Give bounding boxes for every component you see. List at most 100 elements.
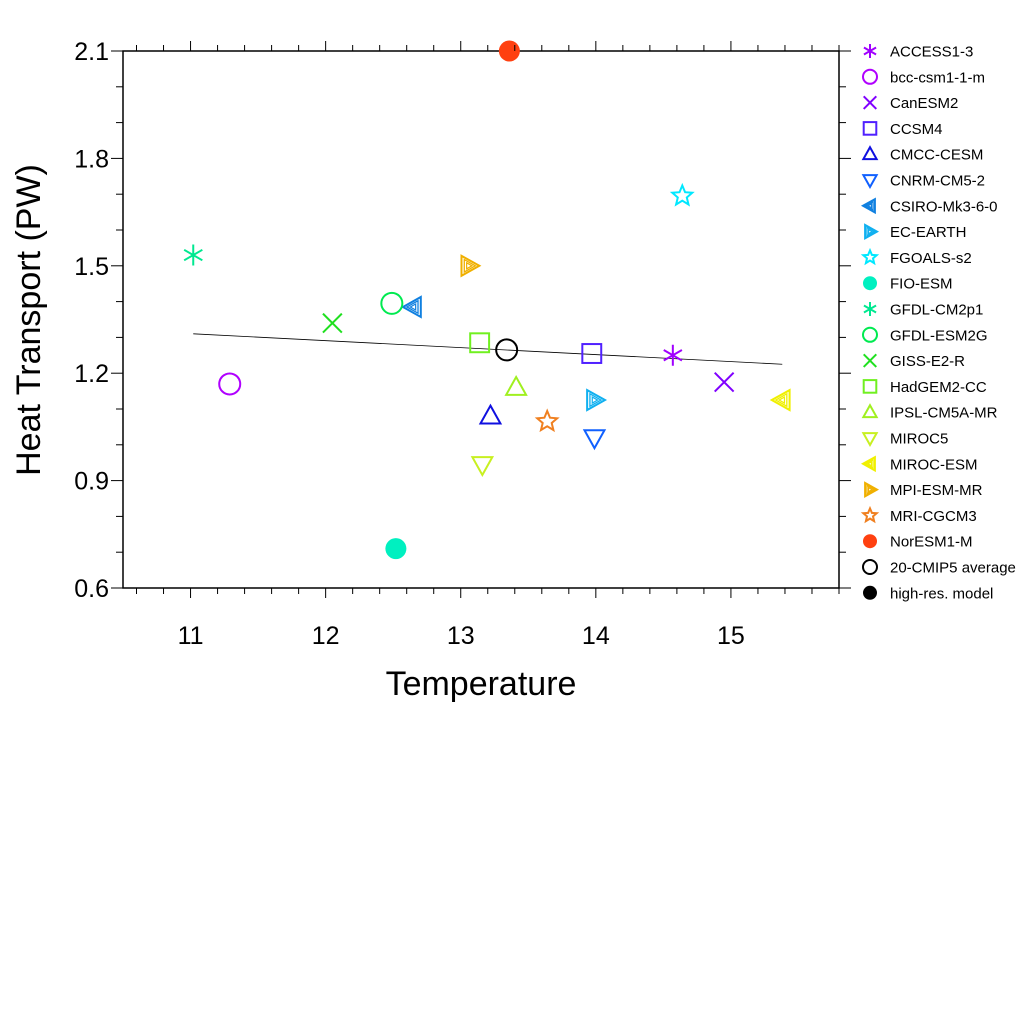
- data-point: [714, 371, 735, 393]
- legend-label: 20-CMIP5 average: [890, 560, 1016, 577]
- y-axis-title: Heat Transport (PW): [10, 164, 48, 476]
- legend-marker: [861, 403, 879, 419]
- marker-x: [862, 353, 878, 368]
- legend-label: GFDL-ESM2G: [890, 327, 988, 344]
- data-point: [504, 374, 528, 396]
- data-point: [218, 372, 242, 396]
- marker-triangle-inner: [774, 392, 788, 408]
- data-point: [663, 344, 683, 366]
- x-tick-label: 14: [582, 622, 610, 650]
- x-tick-label: 15: [717, 622, 745, 650]
- marker-circle: [862, 559, 878, 575]
- y-tick-label: 2.1: [74, 38, 109, 66]
- legend-label: CanESM2: [890, 95, 958, 112]
- legend-item: MIROC5: [861, 431, 948, 448]
- marker-asterisk: [183, 244, 203, 266]
- legend-label: MRI-CGCM3: [890, 508, 977, 525]
- legend-marker: [864, 481, 880, 498]
- marker-triangle-inner: [866, 226, 876, 237]
- marker-triangle-inner: [866, 484, 876, 495]
- legend-item: CNRM-CM5-2: [861, 173, 985, 190]
- legend-item: CSIRO-Mk3-6-0: [860, 197, 998, 215]
- marker-triangle-inner: [864, 458, 874, 470]
- legend-marker: [862, 121, 878, 136]
- marker-star: [860, 505, 880, 524]
- marker-circle: [862, 326, 878, 343]
- marker-triangle: [861, 145, 879, 161]
- data-point: [586, 388, 608, 412]
- legend-item: NorESM1-M: [863, 534, 973, 551]
- legend-item: CMCC-CESM: [861, 145, 983, 164]
- legend-item: ACCESS1-3: [863, 44, 973, 61]
- legend-label: bcc-csm1-1-m: [890, 69, 985, 86]
- y-tick-label: 1.5: [74, 253, 109, 281]
- marker-square: [862, 121, 878, 136]
- legend-item: FGOALS-s2: [860, 247, 972, 267]
- legend-item: CanESM2: [862, 95, 958, 112]
- marker-filled-circle: [863, 534, 877, 549]
- marker-asterisk: [663, 344, 683, 366]
- marker-star: [669, 182, 695, 207]
- y-tick-label: 0.9: [74, 468, 109, 496]
- marker-triangle-core: [866, 202, 873, 209]
- marker-triangle-inner: [864, 200, 874, 212]
- marker-triangle: [582, 429, 607, 451]
- marker-filled-circle: [863, 276, 877, 291]
- x-tick-label: 13: [447, 622, 475, 650]
- x-tick-label: 12: [312, 622, 340, 650]
- legend-label: CCSM4: [890, 121, 943, 138]
- data-point: [322, 312, 343, 334]
- legend-marker: [863, 44, 877, 58]
- legend-label: MIROC5: [890, 431, 948, 448]
- data-point: [582, 429, 607, 451]
- legend: ACCESS1-3 bcc-csm1-1-m CanESM2 CCSM4 CMCC-CE…: [860, 44, 1016, 602]
- data-point: [669, 182, 695, 207]
- legend-marker: [860, 197, 876, 215]
- legend-marker: [863, 302, 877, 316]
- legend-item: IPSL-CM5A-MR: [861, 403, 998, 422]
- marker-filled-circle: [385, 538, 407, 560]
- marker-filled-circle: [498, 40, 520, 62]
- legend-label: CMCC-CESM: [890, 147, 983, 164]
- legend-marker: [863, 585, 877, 600]
- plot-frame: [122, 50, 840, 589]
- plot-border: [122, 50, 840, 589]
- marker-x: [862, 95, 878, 110]
- data-point: [498, 40, 520, 62]
- marker-triangle-core: [409, 302, 417, 311]
- data-point: [470, 456, 495, 478]
- marker-triangle-inner: [589, 392, 603, 408]
- legend-marker: [862, 326, 878, 343]
- data-point: [581, 343, 603, 364]
- legend-marker: [863, 534, 877, 549]
- legend-marker: [860, 455, 876, 473]
- marker-triangle: [864, 223, 880, 240]
- legend-marker: [861, 145, 879, 161]
- y-axis-ticks: 0.6 0.9 1.2 1.5 1.8 2.1: [74, 38, 851, 603]
- marker-triangle: [586, 388, 608, 412]
- legend-item: MPI-ESM-MR: [864, 481, 983, 499]
- marker-square: [862, 379, 878, 394]
- y-tick-label: 0.6: [74, 575, 109, 603]
- legend-marker: [862, 379, 878, 394]
- legend-marker: [864, 223, 880, 240]
- legend-label: FGOALS-s2: [890, 250, 972, 267]
- data-point: [460, 254, 482, 278]
- data-point: [495, 338, 519, 362]
- data-point: [769, 388, 791, 412]
- marker-triangle: [769, 388, 791, 412]
- data-point: [380, 291, 404, 315]
- data-point: [534, 408, 560, 433]
- legend-item: GFDL-ESM2G: [862, 326, 988, 344]
- marker-triangle: [460, 254, 482, 278]
- legend-marker: [862, 68, 878, 85]
- legend-item: 20-CMIP5 average: [862, 559, 1016, 577]
- legend-item: high-res. model: [863, 585, 993, 602]
- marker-triangle: [860, 455, 876, 473]
- legend-label: ACCESS1-3: [890, 44, 973, 61]
- marker-triangle-core: [866, 460, 873, 467]
- marker-triangle-inner: [405, 299, 419, 315]
- legend-label: MPI-ESM-MR: [890, 482, 983, 499]
- legend-marker: [862, 95, 878, 110]
